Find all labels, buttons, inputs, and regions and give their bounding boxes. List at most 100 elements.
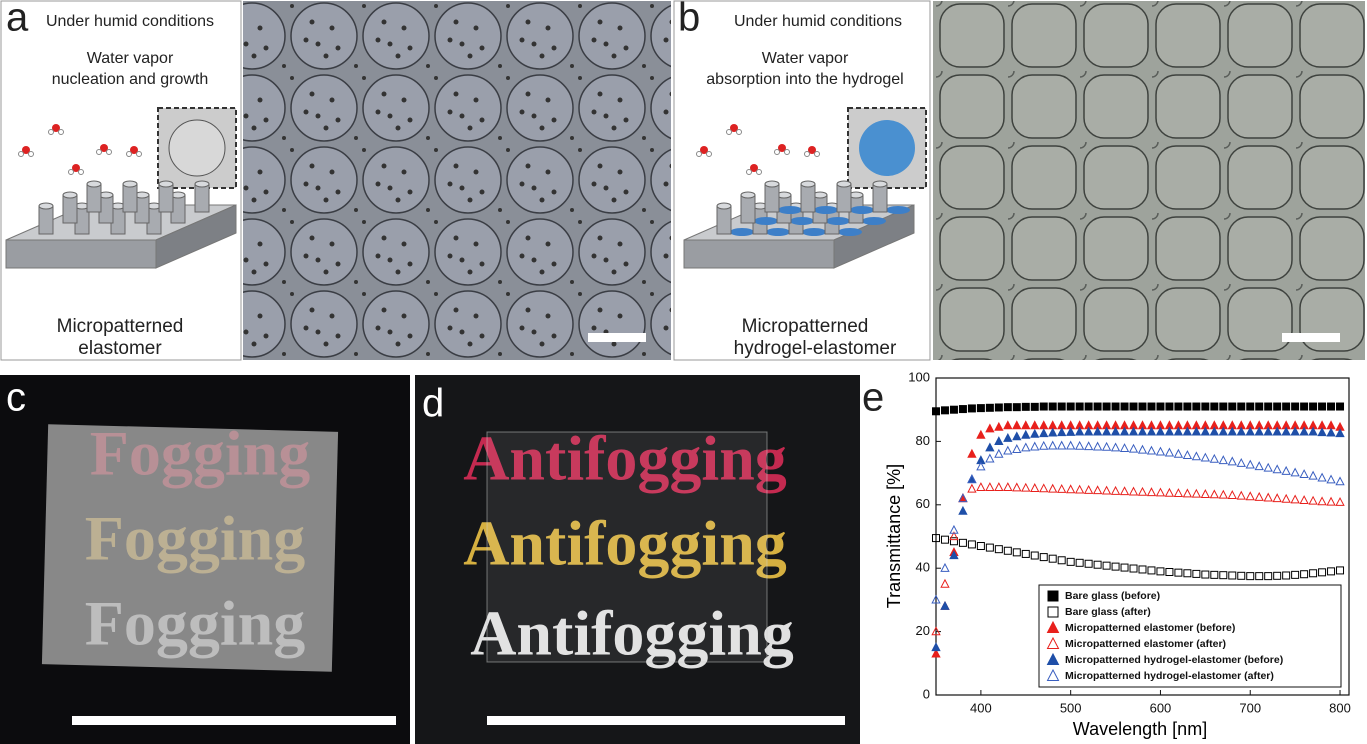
marker <box>1281 493 1291 503</box>
marker <box>1138 402 1147 411</box>
marker <box>1227 490 1237 499</box>
marker <box>1101 441 1112 451</box>
marker <box>1299 426 1309 436</box>
marker <box>1012 548 1021 557</box>
marker <box>1318 568 1327 577</box>
marker <box>1012 431 1022 441</box>
marker <box>1003 482 1013 492</box>
water-molecule <box>750 164 758 172</box>
scale-bar <box>1282 333 1340 342</box>
marker <box>1299 495 1309 505</box>
process: absorption into the hydrogel <box>706 71 903 88</box>
marker <box>1065 484 1076 494</box>
sample-label: hydrogel-elastomer <box>734 338 897 359</box>
marker <box>1128 426 1139 436</box>
marker <box>1272 493 1282 503</box>
hydrogel <box>754 217 778 225</box>
substrate <box>5 239 157 269</box>
marker <box>1003 546 1012 555</box>
marker <box>958 405 967 414</box>
water-molecule <box>18 151 24 157</box>
marker <box>1110 442 1121 452</box>
x-tick-label: 600 <box>1150 700 1172 715</box>
marker <box>1290 426 1300 436</box>
x-tick-label: 400 <box>970 700 992 715</box>
marker <box>958 493 968 503</box>
pillar <box>716 205 732 235</box>
marker <box>1173 448 1184 458</box>
marker <box>1281 465 1291 475</box>
marker <box>1255 402 1264 411</box>
marker <box>1209 453 1220 463</box>
marker <box>1119 426 1130 436</box>
pillar <box>158 183 174 213</box>
water-molecule <box>778 144 786 152</box>
panel-letter: e <box>862 376 884 420</box>
marker <box>1282 402 1291 411</box>
pillar-top <box>740 191 756 199</box>
marker <box>1048 554 1057 563</box>
photo <box>415 375 860 744</box>
marker <box>1137 426 1148 436</box>
marker <box>1183 569 1192 578</box>
scale-bar <box>588 333 646 342</box>
water-molecule <box>696 151 702 157</box>
marker <box>1128 486 1139 496</box>
marker <box>1182 488 1193 498</box>
legend-marker <box>1047 590 1059 602</box>
marker <box>1192 569 1201 578</box>
process: Water vapor <box>87 50 174 67</box>
marker <box>1182 426 1193 436</box>
marker <box>1336 566 1345 575</box>
marker <box>1326 496 1336 506</box>
photo-word: Antifogging <box>470 598 794 669</box>
marker <box>1092 485 1103 495</box>
hydrogel <box>790 217 814 225</box>
marker <box>1308 495 1318 505</box>
marker <box>931 594 941 604</box>
x-tick-label: 700 <box>1239 700 1261 715</box>
marker <box>1335 428 1345 438</box>
marker <box>1246 402 1255 411</box>
marker <box>949 550 959 560</box>
hydrogel <box>826 217 850 225</box>
marker <box>1299 469 1309 479</box>
marker <box>1138 565 1147 574</box>
marker <box>1218 489 1228 499</box>
marker <box>1039 428 1049 438</box>
legend-marker <box>1047 606 1059 618</box>
y-tick-label: 40 <box>916 560 930 575</box>
marker <box>1200 426 1211 436</box>
y-tick-label: 80 <box>916 433 930 448</box>
pillar-top <box>122 180 138 188</box>
hydrogel <box>730 228 754 236</box>
marker <box>1147 402 1156 411</box>
marker <box>958 505 968 515</box>
scale-bar <box>72 716 396 725</box>
marker <box>1101 426 1112 436</box>
marker <box>1120 563 1129 572</box>
marker <box>976 404 985 413</box>
marker <box>994 482 1004 492</box>
legend-marker <box>1046 620 1060 633</box>
panel-letter: b <box>678 0 700 40</box>
marker <box>1021 442 1031 452</box>
marker <box>1030 441 1040 451</box>
marker <box>1183 402 1192 411</box>
marker <box>1290 494 1300 504</box>
pillar-top <box>764 180 780 188</box>
marker <box>1218 426 1228 436</box>
fogged-glass <box>41 424 339 672</box>
marker <box>1021 402 1030 411</box>
marker <box>1111 562 1120 571</box>
marker <box>1003 445 1013 455</box>
plot-frame <box>935 377 1350 696</box>
marker <box>1164 447 1175 457</box>
marker <box>1281 426 1291 436</box>
water-molecule <box>706 151 712 157</box>
pillar <box>764 183 780 213</box>
water-molecule <box>52 124 60 132</box>
y-tick-label: 100 <box>908 369 930 384</box>
water-molecule <box>814 151 820 157</box>
marker <box>1317 496 1327 506</box>
